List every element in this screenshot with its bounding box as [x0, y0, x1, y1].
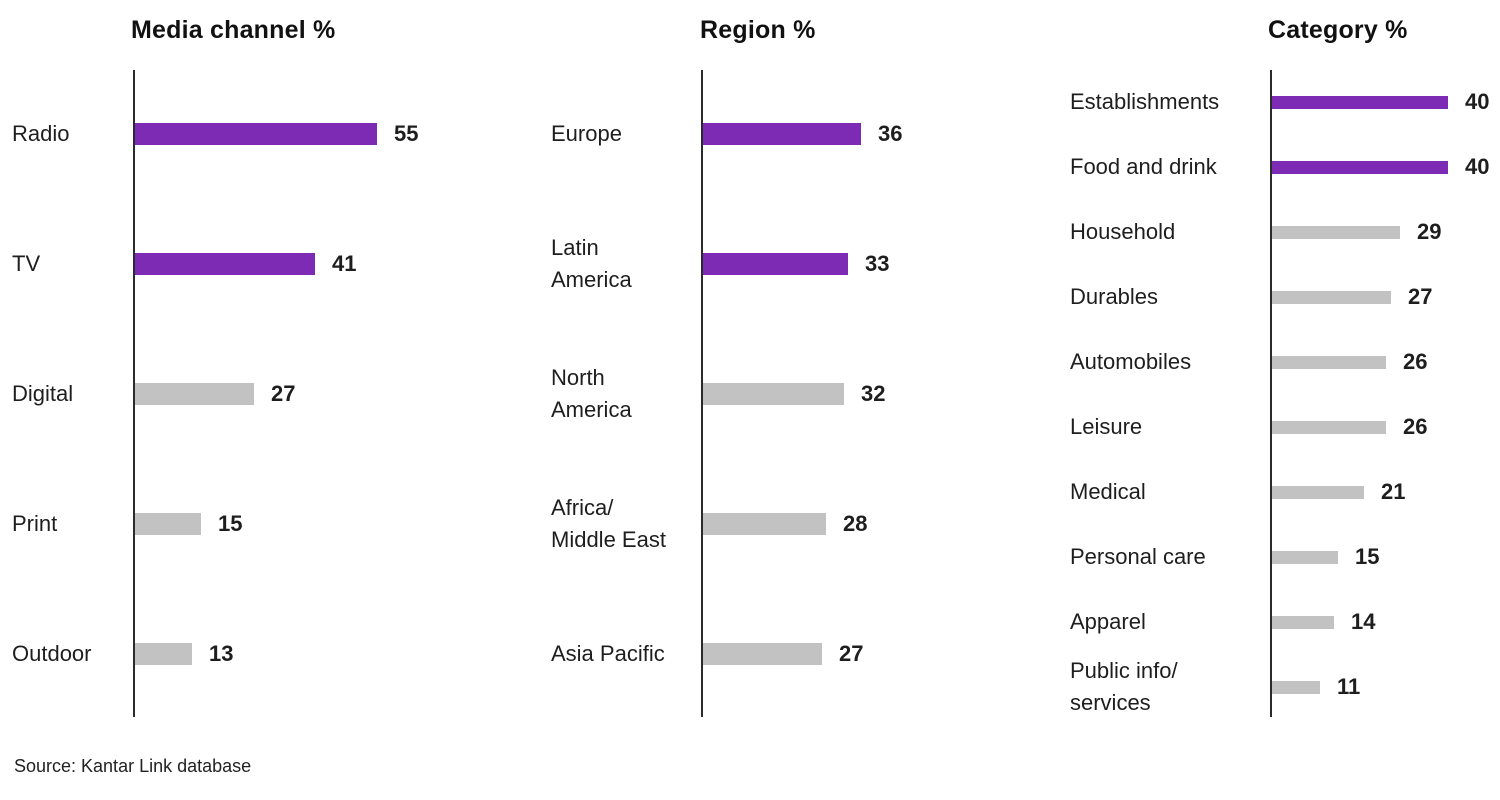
category-label: Medical — [1070, 479, 1146, 504]
category-label: Latin America — [551, 235, 632, 292]
category-label: Outdoor — [12, 641, 92, 666]
value-label: 33 — [865, 251, 890, 276]
bar — [1272, 225, 1400, 239]
value-label: 55 — [394, 121, 419, 146]
category-label: Europe — [551, 121, 622, 146]
y-axis-line — [133, 70, 135, 717]
bar — [135, 253, 315, 275]
chart-category: Category % Establishments 40 Food and drin… — [1070, 0, 1500, 740]
bar — [1272, 355, 1386, 369]
value-label: 21 — [1381, 479, 1406, 504]
y-axis-line — [701, 70, 703, 717]
bar — [1272, 680, 1320, 694]
chart-region: Region % Europe 36 Latin America 33 North Am… — [551, 0, 1021, 740]
value-label: 27 — [839, 641, 864, 666]
bar — [135, 643, 192, 665]
category-label: Establishments — [1070, 89, 1220, 114]
bar — [1272, 290, 1391, 304]
source-caption: Source: Kantar Link database — [14, 756, 252, 776]
bar — [1272, 420, 1386, 434]
bar — [703, 253, 848, 275]
category-label: Africa/ Middle East — [551, 495, 666, 552]
value-label: 29 — [1417, 219, 1442, 244]
category-label: Food and drink — [1070, 154, 1217, 179]
chart-media-channel: Media channel % Radio 55 TV 41 Digital 27 Prin… — [12, 0, 492, 740]
bar — [1272, 95, 1448, 109]
category-label: Personal care — [1070, 544, 1206, 569]
bar — [703, 123, 861, 145]
category-label: Household — [1070, 219, 1176, 244]
category-label: Digital — [12, 381, 74, 406]
bar — [135, 123, 377, 145]
value-label: 40 — [1465, 89, 1490, 114]
bar — [703, 383, 844, 405]
bar — [1272, 485, 1364, 499]
category-label: Public info/ services — [1070, 658, 1178, 715]
category-label: Durables — [1070, 284, 1159, 309]
value-label: 41 — [332, 251, 357, 276]
category-label: North America — [551, 365, 632, 422]
value-label: 13 — [209, 641, 234, 666]
value-label: 40 — [1465, 154, 1490, 179]
bar — [1272, 615, 1334, 629]
bar — [135, 513, 201, 535]
bar — [1272, 550, 1338, 564]
bar — [703, 513, 826, 535]
category-label: Radio — [12, 121, 70, 146]
value-label: 26 — [1403, 414, 1428, 439]
value-label: 32 — [861, 381, 886, 406]
chart-title-media-channel: Media channel % — [131, 16, 336, 44]
value-label: 28 — [843, 511, 868, 536]
bar — [135, 383, 254, 405]
value-label: 27 — [271, 381, 296, 406]
value-label: 15 — [1355, 544, 1380, 569]
value-label: 15 — [218, 511, 243, 536]
bar — [1272, 160, 1448, 174]
value-label: 14 — [1351, 609, 1376, 634]
category-label: Apparel — [1070, 609, 1146, 634]
category-label: Print — [12, 511, 58, 536]
value-label: 27 — [1408, 284, 1433, 309]
category-label: Asia Pacific — [551, 641, 665, 666]
chart-title-region: Region % — [700, 16, 816, 44]
category-label: Automobiles — [1070, 349, 1192, 374]
chart-title-category: Category % — [1268, 16, 1408, 44]
value-label: 11 — [1337, 674, 1361, 699]
value-label: 36 — [878, 121, 903, 146]
category-label: TV — [12, 251, 41, 276]
category-label: Leisure — [1070, 414, 1143, 439]
y-axis-line — [1270, 70, 1272, 717]
value-label: 26 — [1403, 349, 1428, 374]
bar — [703, 643, 822, 665]
